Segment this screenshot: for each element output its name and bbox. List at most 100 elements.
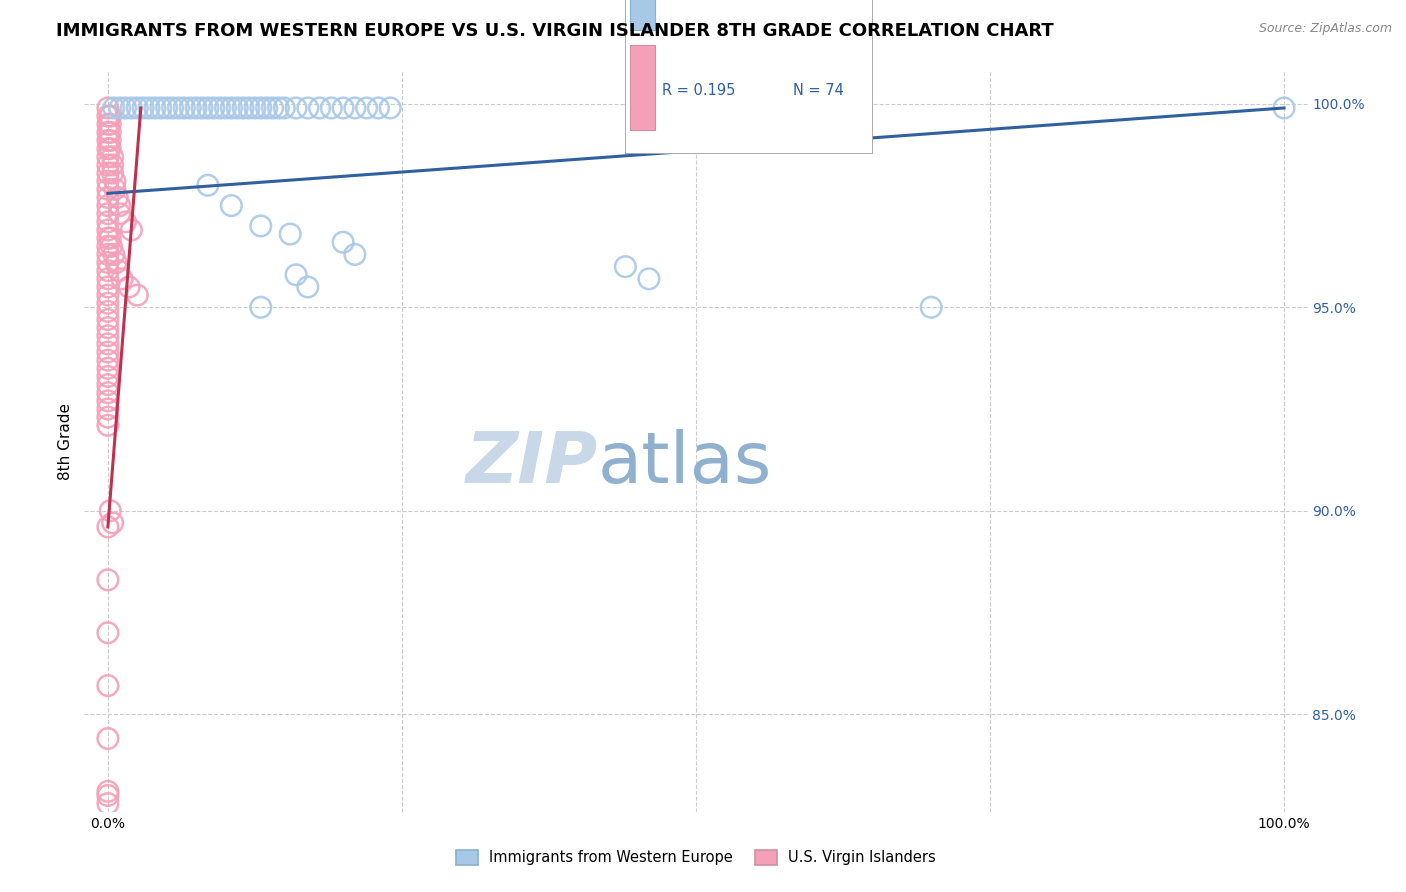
Point	[101, 150, 124, 164]
Point	[97, 166, 120, 180]
Point	[105, 190, 128, 204]
Point	[308, 101, 330, 115]
Point	[108, 101, 131, 115]
Point	[249, 101, 271, 115]
Point	[97, 223, 120, 237]
Point	[332, 235, 354, 250]
Point	[111, 272, 134, 286]
Point	[226, 101, 249, 115]
Point	[167, 101, 190, 115]
Point	[321, 101, 343, 115]
Point	[238, 101, 260, 115]
Point	[97, 625, 120, 640]
Point	[343, 247, 366, 261]
Point	[97, 272, 120, 286]
Point	[1272, 101, 1295, 115]
Point	[101, 166, 124, 180]
Point	[104, 174, 127, 188]
Point	[120, 101, 142, 115]
Point	[103, 247, 125, 261]
Point	[97, 328, 120, 343]
Point	[104, 182, 127, 196]
Point	[143, 101, 166, 115]
Point	[127, 101, 149, 115]
Point	[380, 101, 402, 115]
Point	[97, 573, 120, 587]
Point	[132, 101, 155, 115]
Point	[105, 255, 128, 269]
Point	[97, 312, 120, 326]
Point	[114, 101, 136, 115]
Point	[208, 101, 231, 115]
Point	[179, 101, 201, 115]
Point	[98, 117, 121, 131]
Point	[202, 101, 225, 115]
Point	[97, 337, 120, 351]
Point	[249, 301, 271, 315]
Point	[97, 369, 120, 384]
Point	[97, 410, 120, 425]
Point	[97, 142, 120, 156]
Point	[120, 223, 142, 237]
Point	[97, 353, 120, 368]
Point	[98, 134, 121, 148]
Legend: Immigrants from Western Europe, U.S. Virgin Islanders: Immigrants from Western Europe, U.S. Vir…	[450, 844, 942, 871]
Point	[273, 101, 295, 115]
Point	[97, 117, 120, 131]
Point	[97, 263, 120, 277]
Text: IMMIGRANTS FROM WESTERN EUROPE VS U.S. VIRGIN ISLANDER 8TH GRADE CORRELATION CHA: IMMIGRANTS FROM WESTERN EUROPE VS U.S. V…	[56, 22, 1054, 40]
Point	[100, 239, 122, 253]
Point	[97, 418, 120, 433]
Point	[97, 731, 120, 746]
Point	[97, 109, 120, 123]
Point	[232, 101, 254, 115]
Point	[97, 320, 120, 334]
Point	[101, 516, 124, 530]
Point	[118, 280, 141, 294]
Point	[98, 504, 121, 518]
Text: Source: ZipAtlas.com: Source: ZipAtlas.com	[1258, 22, 1392, 36]
Point	[108, 207, 131, 221]
Point	[97, 239, 120, 253]
Point	[243, 101, 266, 115]
Point	[297, 280, 319, 294]
Point	[97, 784, 120, 798]
Y-axis label: 8th Grade: 8th Grade	[58, 403, 73, 480]
Point	[138, 101, 160, 115]
Text: atlas: atlas	[598, 429, 772, 499]
Point	[97, 125, 120, 139]
Point	[114, 215, 136, 229]
Point	[107, 263, 129, 277]
Point	[97, 158, 120, 172]
Point	[343, 101, 366, 115]
Point	[278, 227, 301, 241]
Point	[97, 247, 120, 261]
Point	[97, 101, 120, 115]
Point	[97, 134, 120, 148]
Point	[285, 268, 308, 282]
Point	[97, 296, 120, 310]
Point	[97, 345, 120, 359]
Point	[97, 679, 120, 693]
Point	[97, 182, 120, 196]
Point	[197, 101, 219, 115]
Point	[97, 215, 120, 229]
Point	[367, 101, 389, 115]
Point	[97, 198, 120, 212]
Point	[262, 101, 284, 115]
Point	[97, 393, 120, 408]
Point	[191, 101, 214, 115]
Point	[156, 101, 179, 115]
Point	[97, 789, 120, 803]
Point	[614, 260, 637, 274]
Point	[127, 288, 149, 302]
Point	[356, 101, 378, 115]
Point	[249, 219, 271, 233]
Point	[97, 520, 120, 534]
Point	[97, 385, 120, 400]
Point	[103, 101, 125, 115]
Point	[98, 125, 121, 139]
Point	[108, 198, 131, 212]
Point	[97, 304, 120, 318]
Point	[221, 101, 243, 115]
